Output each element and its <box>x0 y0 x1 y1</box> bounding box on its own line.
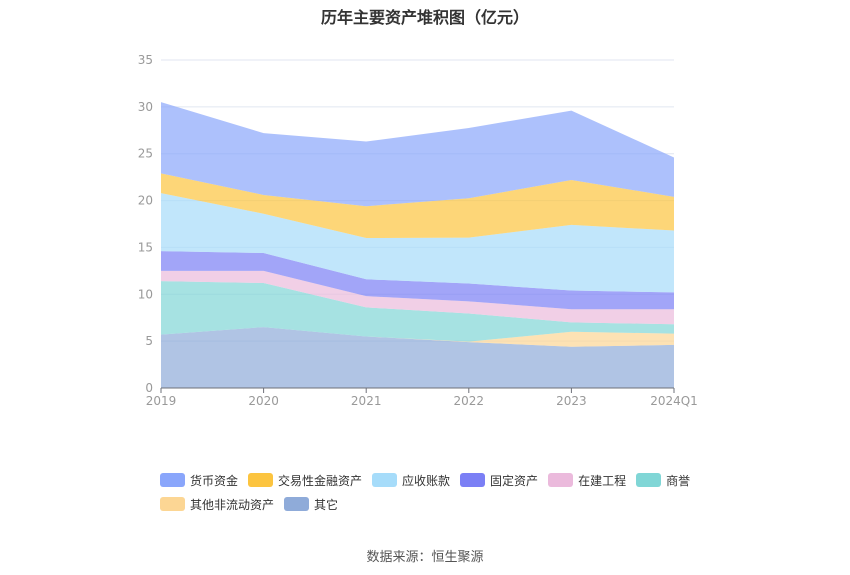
chart-title: 历年主要资产堆积图（亿元） <box>320 8 529 27</box>
area-交易性金融资产 <box>161 173 674 239</box>
legend-label: 应收账款 <box>402 473 451 488</box>
area-其他非流动资产 <box>161 327 674 347</box>
y-tick-label: 5 <box>145 334 153 348</box>
legend-item[interactable]: 商誉 <box>636 472 690 488</box>
legend-item[interactable]: 固定资产 <box>460 472 538 488</box>
legend-item[interactable]: 应收账款 <box>372 472 450 488</box>
legend-item[interactable]: 其它 <box>284 496 338 512</box>
legend-swatch <box>248 473 274 487</box>
x-tick-label: 2020 <box>248 394 279 408</box>
legend-label: 其他非流动资产 <box>190 497 275 512</box>
y-tick-label: 20 <box>138 194 153 208</box>
area-货币资金 <box>161 102 674 207</box>
area-商誉 <box>161 281 674 342</box>
y-tick-label: 0 <box>145 381 153 395</box>
x-tick-label: 2023 <box>556 394 587 408</box>
x-tick-label: 2021 <box>351 394 382 408</box>
y-tick-label: 10 <box>138 287 153 301</box>
legend-label: 其它 <box>314 497 339 512</box>
legend-swatch <box>460 473 486 487</box>
legend-swatch <box>160 473 185 487</box>
legend-item[interactable]: 在建工程 <box>548 472 626 488</box>
legend-swatch <box>372 473 398 487</box>
legend-swatch <box>636 473 662 487</box>
y-tick-label: 15 <box>138 240 153 254</box>
y-tick-label: 25 <box>138 147 153 161</box>
area-其它 <box>161 327 674 388</box>
legend-label: 交易性金融资产 <box>278 473 363 488</box>
legend-label: 货币资金 <box>190 473 239 488</box>
stacked-area-chart: 0 5 10 15 20 25 30 35 2019 2020 2021 2022 2023 2024Q1 <box>138 53 698 408</box>
legend-swatch <box>160 497 185 511</box>
legend-item[interactable]: 货币资金 <box>160 472 238 488</box>
legend-swatch <box>284 497 310 511</box>
y-tick-label: 35 <box>138 53 153 67</box>
legend-item[interactable]: 其他非流动资产 <box>160 496 274 512</box>
x-tick-label: 2019 <box>146 394 177 408</box>
x-tick-label: 2024Q1 <box>650 394 698 408</box>
data-source: 数据来源：恒生聚源 <box>366 550 484 565</box>
x-tick-label: 2022 <box>454 394 485 408</box>
area-固定资产 <box>161 251 674 310</box>
legend: 货币资金 交易性金融资产 应收账款 固定资产 在建工程 商誉其他非流动资产 其它 <box>160 472 720 520</box>
area-应收账款 <box>161 193 674 293</box>
legend-label: 固定资产 <box>490 473 539 488</box>
legend-swatch <box>548 473 574 487</box>
legend-item[interactable]: 交易性金融资产 <box>248 472 362 488</box>
legend-label: 在建工程 <box>578 473 627 488</box>
y-tick-label: 30 <box>138 100 153 114</box>
area-在建工程 <box>161 270 674 325</box>
legend-label: 商誉 <box>666 473 691 488</box>
